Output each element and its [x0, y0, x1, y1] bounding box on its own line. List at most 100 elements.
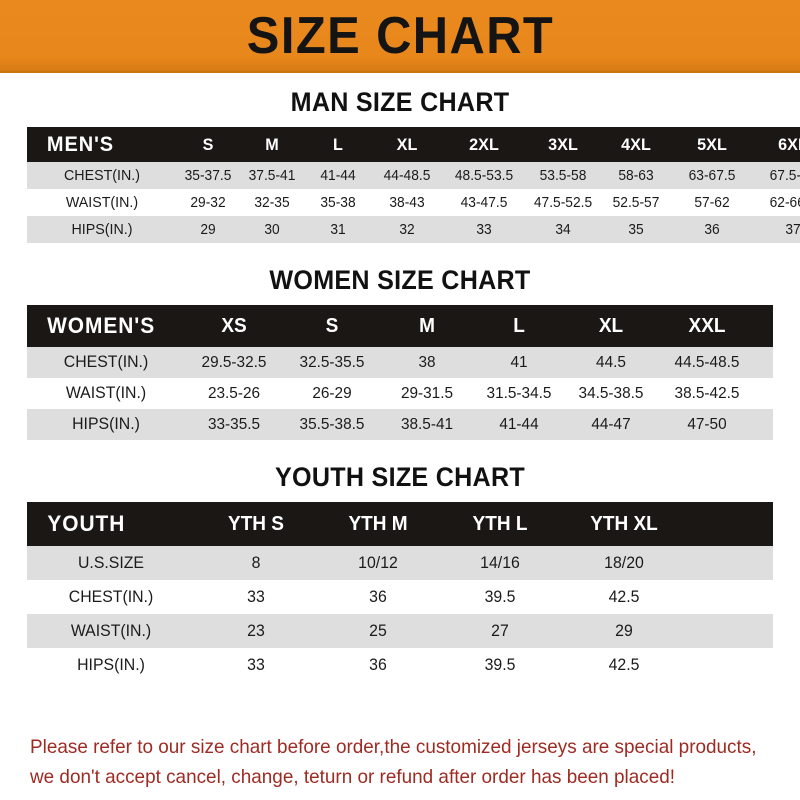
man-row-label-chest: CHEST(IN.)	[64, 167, 140, 184]
youth-header-cell-0: YOUTH	[47, 511, 126, 536]
youth-size-table-wrapper: YOUTH YTH S YTH M YTH L YTH XL U.S.SIZE …	[27, 502, 773, 682]
man-cell-hips-2: 31	[330, 221, 346, 238]
youth-size-table: YOUTH YTH S YTH M YTH L YTH XL U.S.SIZE …	[27, 502, 773, 682]
order-policy-note: Please refer to our size chart before or…	[30, 732, 756, 792]
man-cell-waist-2: 35-38	[320, 194, 356, 211]
women-cell-waist-4: 34.5-38.5	[578, 384, 644, 402]
table-row: HIPS(IN.) 33-35.5 35.5-38.5 38.5-41 41-4…	[27, 409, 773, 440]
man-header-cell-6: 3XL	[548, 134, 578, 154]
women-cell-chest-6	[757, 347, 772, 378]
women-row-label-chest: CHEST(IN.)	[63, 353, 149, 371]
man-cell-hips-8: 37	[785, 221, 800, 238]
women-cell-waist-3: 31.5-34.5	[486, 384, 552, 402]
youth-header-cell-3: YTH L	[472, 512, 528, 535]
man-header-cell-0: MEN'S	[46, 132, 115, 156]
youth-cell-chest-0: 33	[247, 587, 265, 606]
youth-cell-waist-2: 27	[491, 621, 509, 640]
size-chart-banner: SIZE CHART	[0, 0, 800, 73]
man-cell-waist-3: 38-43	[389, 194, 425, 211]
man-cell-hips-4: 33	[476, 221, 492, 238]
man-table-header-row: MEN'S S M L XL 2XL 3XL 4XL 5XL 6XL	[27, 127, 800, 162]
man-cell-waist-8: 62-66.5	[769, 194, 800, 211]
man-cell-chest-2: 41-44	[320, 167, 356, 184]
man-header-cell-5: 2XL	[469, 134, 499, 154]
youth-cell-us-size-1: 10/12	[358, 553, 398, 572]
banner-title: SIZE CHART	[246, 6, 554, 65]
youth-cell-hips-4	[689, 648, 772, 682]
table-row: HIPS(IN.) 29 30 31 32 33 34 35 36 37	[27, 216, 800, 243]
women-cell-chest-4: 44.5	[596, 353, 626, 371]
women-cell-waist-2: 29-31.5	[400, 384, 454, 402]
table-row: CHEST(IN.) 29.5-32.5 32.5-35.5 38 41 44.…	[27, 347, 773, 378]
youth-row-label-waist: WAIST(IN.)	[70, 621, 152, 640]
order-policy-note-line1: Please refer to our size chart before or…	[30, 736, 757, 758]
man-row-label-hips: HIPS(IN.)	[71, 221, 133, 238]
women-cell-chest-5: 44.5-48.5	[674, 353, 740, 371]
youth-cell-us-size-3: 18/20	[604, 553, 644, 572]
youth-cell-waist-4	[689, 614, 772, 648]
man-cell-hips-3: 32	[399, 221, 415, 238]
table-row: HIPS(IN.) 33 36 39.5 42.5	[27, 648, 773, 682]
man-header-cell-3: L	[333, 134, 343, 154]
women-table-header-row: WOMEN'S XS S M L XL XXL	[27, 305, 773, 347]
women-cell-hips-4: 44-47	[591, 415, 631, 433]
women-cell-hips-3: 41-44	[499, 415, 539, 433]
women-cell-chest-0: 29.5-32.5	[201, 353, 267, 371]
man-size-chart-title: MAN SIZE CHART	[290, 87, 510, 117]
man-header-cell-2: M	[265, 134, 279, 154]
women-header-cell-1: XS	[221, 314, 247, 337]
youth-cell-hips-0: 33	[247, 655, 265, 674]
youth-cell-us-size-2: 14/16	[480, 553, 520, 572]
women-size-chart-title: WOMEN SIZE CHART	[269, 265, 531, 295]
youth-header-cell-5	[689, 502, 771, 546]
women-cell-hips-1: 35.5-38.5	[299, 415, 365, 433]
women-cell-waist-0: 23.5-26	[207, 384, 261, 402]
youth-cell-us-size-4	[689, 546, 772, 580]
man-cell-chest-6: 58-63	[618, 167, 654, 184]
man-cell-chest-8: 67.5-72	[769, 167, 800, 184]
women-header-cell-2: S	[325, 314, 339, 337]
man-cell-hips-7: 36	[704, 221, 720, 238]
women-cell-hips-2: 38.5-41	[400, 415, 454, 433]
table-row: WAIST(IN.) 23.5-26 26-29 29-31.5 31.5-34…	[27, 378, 773, 409]
table-row: CHEST(IN.) 35-37.5 37.5-41 41-44 44-48.5…	[27, 162, 800, 189]
women-header-cell-7	[757, 305, 772, 347]
man-cell-waist-4: 43-47.5	[460, 194, 508, 211]
man-cell-waist-6: 52.5-57	[612, 194, 660, 211]
youth-row-label-chest: CHEST(IN.)	[68, 587, 154, 606]
women-cell-hips-0: 33-35.5	[207, 415, 261, 433]
man-cell-chest-1: 37.5-41	[248, 167, 296, 184]
man-cell-chest-5: 53.5-58	[539, 167, 587, 184]
man-cell-hips-6: 35	[628, 221, 644, 238]
youth-row-label-hips: HIPS(IN.)	[77, 655, 145, 674]
youth-cell-waist-3: 29	[615, 621, 633, 640]
youth-size-chart-title: YOUTH SIZE CHART	[275, 462, 525, 492]
youth-cell-waist-0: 23	[247, 621, 265, 640]
man-size-table-wrapper: MEN'S S M L XL 2XL 3XL 4XL 5XL 6XL CHEST…	[27, 127, 800, 243]
youth-cell-hips-2: 39.5	[484, 655, 516, 674]
man-size-table: MEN'S S M L XL 2XL 3XL 4XL 5XL 6XL CHEST…	[27, 127, 800, 243]
youth-cell-waist-1: 25	[369, 621, 387, 640]
man-cell-chest-3: 44-48.5	[383, 167, 431, 184]
women-header-cell-0: WOMEN'S	[47, 313, 156, 338]
youth-cell-hips-1: 36	[369, 655, 387, 674]
women-row-label-waist: WAIST(IN.)	[65, 384, 147, 402]
man-cell-waist-1: 32-35	[254, 194, 290, 211]
youth-cell-us-size-0: 8	[251, 553, 261, 572]
man-header-cell-9: 6XL	[778, 134, 800, 154]
man-cell-waist-0: 29-32	[190, 194, 226, 211]
women-size-table-wrapper: WOMEN'S XS S M L XL XXL CHEST(IN.) 29.5-…	[27, 305, 773, 440]
youth-table-header-row: YOUTH YTH S YTH M YTH L YTH XL	[27, 502, 773, 546]
table-row: WAIST(IN.) 29-32 32-35 35-38 38-43 43-47…	[27, 189, 800, 216]
man-header-cell-4: XL	[396, 134, 418, 154]
youth-row-label-us-size: U.S.SIZE	[77, 553, 144, 572]
women-cell-waist-1: 26-29	[312, 384, 352, 402]
man-header-cell-8: 5XL	[697, 134, 727, 154]
women-size-table: WOMEN'S XS S M L XL XXL CHEST(IN.) 29.5-…	[27, 305, 773, 440]
order-policy-note-line2: we don't accept cancel, change, teturn o…	[30, 766, 676, 788]
table-row: CHEST(IN.) 33 36 39.5 42.5	[27, 580, 773, 614]
youth-header-cell-4: YTH XL	[590, 512, 658, 535]
man-cell-chest-0: 35-37.5	[184, 167, 232, 184]
youth-header-cell-1: YTH S	[228, 512, 284, 535]
man-cell-waist-7: 57-62	[694, 194, 730, 211]
